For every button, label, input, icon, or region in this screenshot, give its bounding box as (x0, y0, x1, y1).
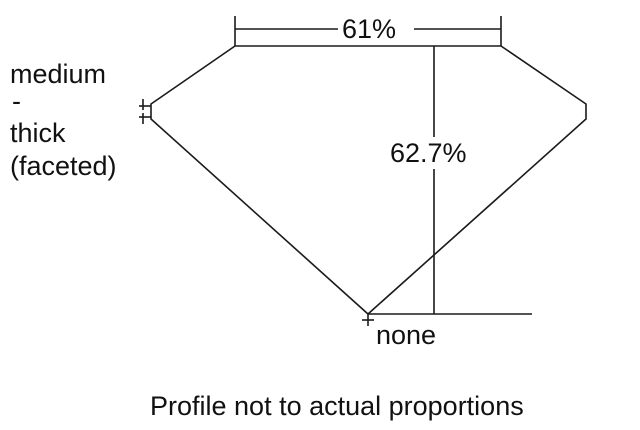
girdle-label-1: medium (10, 59, 107, 89)
footnote: Profile not to actual proportions (150, 391, 524, 421)
gem-outline (150, 45, 587, 316)
culet-label: none (376, 320, 437, 350)
depth-percent-label: 62.7% (390, 138, 467, 168)
girdle-label-2: - (12, 86, 21, 116)
girdle-label-4: (faceted) (10, 151, 117, 181)
girdle-label-3: thick (10, 118, 66, 148)
table-percent-label: 61% (342, 14, 397, 44)
